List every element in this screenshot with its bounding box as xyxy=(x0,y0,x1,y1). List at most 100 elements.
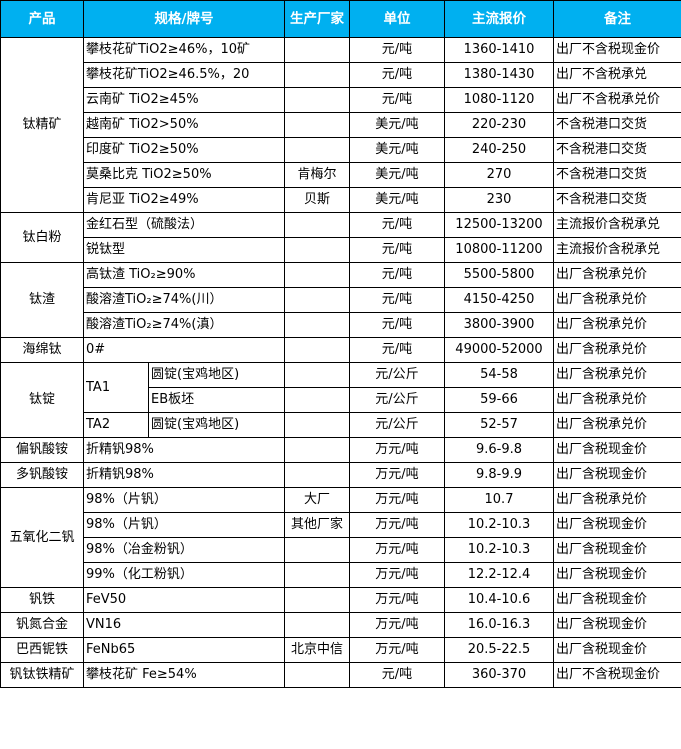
maker-cell xyxy=(284,362,350,388)
unit-cell: 元/公斤 xyxy=(349,362,445,388)
price-cell: 9.8-9.9 xyxy=(444,462,554,488)
table-row: 攀枝花矿TiO2≥46.5%，20 元/吨 1380-1430 出厂不含税承兑 xyxy=(1,62,681,88)
note-cell: 出厂含税现金价 xyxy=(553,562,681,588)
price-cell: 1360-1410 xyxy=(444,37,554,63)
maker-cell: 北京中信 xyxy=(284,637,350,663)
spec-cell: 莫桑比克 TiO2≥50% xyxy=(83,162,285,188)
table-row: TA2 圆锭(宝鸡地区) 元/公斤 52-57 出厂含税承兑价 xyxy=(1,412,681,438)
product-cell: 钛精矿 xyxy=(0,37,84,213)
table-row: 云南矿 TiO2≥45% 元/吨 1080-1120 出厂不含税承兑价 xyxy=(1,87,681,113)
unit-cell: 元/吨 xyxy=(349,212,445,238)
unit-cell: 万元/吨 xyxy=(349,462,445,488)
spec-cell: 折精钒98% xyxy=(83,437,285,463)
unit-cell: 万元/吨 xyxy=(349,512,445,538)
spec-cell: 0# xyxy=(83,337,285,363)
price-cell: 20.5-22.5 xyxy=(444,637,554,663)
price-cell: 360-370 xyxy=(444,662,554,688)
unit-cell: 元/吨 xyxy=(349,337,445,363)
maker-cell xyxy=(284,137,350,163)
table-row: 钒钛铁精矿 攀枝花矿 Fe≥54% 元/吨 360-370 出厂不含税现金价 xyxy=(0,662,681,688)
price-cell: 4150-4250 xyxy=(444,287,554,313)
price-cell: 10800-11200 xyxy=(444,237,554,263)
table-row: 98%（冶金粉钒） 万元/吨 10.2-10.3 出厂含税现金价 xyxy=(1,537,681,563)
price-cell: 12500-13200 xyxy=(444,212,554,238)
maker-cell xyxy=(284,237,350,263)
note-cell: 出厂含税承兑价 xyxy=(553,387,681,413)
spec-cell: 印度矿 TiO2≥50% xyxy=(83,137,285,163)
note-cell: 出厂不含税现金价 xyxy=(553,37,681,63)
spec-cell: FeV50 xyxy=(83,587,285,613)
spec-cell: 越南矿 TiO2>50% xyxy=(83,112,285,138)
note-cell: 出厂含税承兑价 xyxy=(553,487,681,513)
note-cell: 出厂含税现金价 xyxy=(553,587,681,613)
maker-cell xyxy=(284,287,350,313)
price-cell: 1380-1430 xyxy=(444,62,554,88)
table-row: 酸溶渣TiO₂≥74%(滇） 元/吨 3800-3900 出厂含税承兑价 xyxy=(1,312,681,338)
maker-cell xyxy=(284,262,350,288)
maker-cell: 大厂 xyxy=(284,487,350,513)
table-row: 钒氮合金 VN16 万元/吨 16.0-16.3 出厂含税现金价 xyxy=(0,612,681,638)
maker-cell xyxy=(284,337,350,363)
maker-cell xyxy=(284,412,350,438)
price-cell: 16.0-16.3 xyxy=(444,612,554,638)
spec-cell: 98%（片钒） xyxy=(83,512,285,538)
spec-cell: VN16 xyxy=(83,612,285,638)
unit-cell: 美元/吨 xyxy=(349,112,445,138)
table-row: 锐钛型 元/吨 10800-11200 主流报价含税承兑 xyxy=(1,237,681,263)
note-cell: 主流报价含税承兑 xyxy=(553,212,681,238)
unit-cell: 美元/吨 xyxy=(349,162,445,188)
header-note: 备注 xyxy=(553,0,681,38)
spec-cell: 攀枝花矿TiO2≥46%，10矿 xyxy=(83,37,285,63)
product-cell: 巴西铌铁 xyxy=(0,637,84,663)
header-product: 产品 xyxy=(0,0,84,38)
price-cell: 3800-3900 xyxy=(444,312,554,338)
spec-cell: 99%（化工粉钒） xyxy=(83,562,285,588)
note-cell: 出厂含税现金价 xyxy=(553,537,681,563)
header-price: 主流报价 xyxy=(444,0,554,38)
grade-cell: TA2 xyxy=(83,412,149,438)
note-cell: 出厂不含税承兑 xyxy=(553,62,681,88)
unit-cell: 万元/吨 xyxy=(349,487,445,513)
maker-cell xyxy=(284,537,350,563)
unit-cell: 元/吨 xyxy=(349,662,445,688)
maker-cell xyxy=(284,562,350,588)
note-cell: 出厂含税现金价 xyxy=(553,512,681,538)
maker-cell xyxy=(284,87,350,113)
price-cell: 52-57 xyxy=(444,412,554,438)
table-row: 钒铁 FeV50 万元/吨 10.4-10.6 出厂含税现金价 xyxy=(0,587,681,613)
table-row: 99%（化工粉钒） 万元/吨 12.2-12.4 出厂含税现金价 xyxy=(1,562,681,588)
product-cell: 多钒酸铵 xyxy=(0,462,84,488)
product-cell: 偏钒酸铵 xyxy=(0,437,84,463)
spec-cell: 金红石型（硫酸法） xyxy=(83,212,285,238)
table-row: 酸溶渣TiO₂≥74%(川） 元/吨 4150-4250 出厂含税承兑价 xyxy=(1,287,681,313)
maker-cell xyxy=(284,612,350,638)
spec-cell: FeNb65 xyxy=(83,637,285,663)
unit-cell: 万元/吨 xyxy=(349,437,445,463)
price-table: 产品 规格/牌号 生产厂家 单位 主流报价 备注 钛精矿 攀枝花矿TiO2≥46%… xyxy=(0,0,681,688)
price-cell: 9.6-9.8 xyxy=(444,437,554,463)
header-maker: 生产厂家 xyxy=(284,0,350,38)
note-cell: 出厂含税承兑价 xyxy=(553,312,681,338)
price-cell: 230 xyxy=(444,187,554,213)
maker-cell xyxy=(284,662,350,688)
maker-cell xyxy=(284,462,350,488)
product-cell: 钒钛铁精矿 xyxy=(0,662,84,688)
maker-cell: 肯梅尔 xyxy=(284,162,350,188)
price-cell: 270 xyxy=(444,162,554,188)
note-cell: 出厂含税承兑价 xyxy=(553,337,681,363)
table-row: 钛白粉 金红石型（硫酸法） 元/吨 12500-13200 主流报价含税承兑 xyxy=(0,212,681,263)
note-cell: 不含税港口交货 xyxy=(553,162,681,188)
spec-cell: 攀枝花矿TiO2≥46.5%，20 xyxy=(83,62,285,88)
unit-cell: 美元/吨 xyxy=(349,187,445,213)
price-cell: 54-58 xyxy=(444,362,554,388)
table-row: 五氧化二钒 98%（片钒） 大厂 万元/吨 10.7 出厂含税承兑价 xyxy=(0,487,681,588)
unit-cell: 万元/吨 xyxy=(349,562,445,588)
spec-cell: EB板坯 xyxy=(148,387,285,413)
note-cell: 出厂含税现金价 xyxy=(553,637,681,663)
table-row: 莫桑比克 TiO2≥50% 肯梅尔 美元/吨 270 不含税港口交货 xyxy=(1,162,681,188)
unit-cell: 万元/吨 xyxy=(349,587,445,613)
note-cell: 出厂不含税承兑价 xyxy=(553,87,681,113)
note-cell: 出厂含税承兑价 xyxy=(553,362,681,388)
unit-cell: 元/吨 xyxy=(349,87,445,113)
price-cell: 10.7 xyxy=(444,487,554,513)
